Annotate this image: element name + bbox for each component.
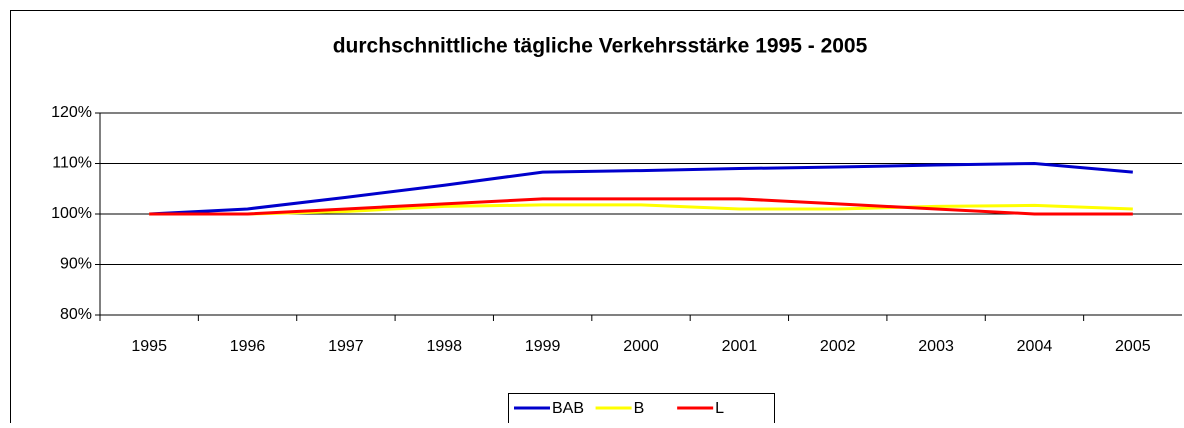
chart-frame (11, 11, 1184, 424)
y-tick-label: 110% (52, 155, 92, 172)
x-tick-label: 2004 (1017, 338, 1053, 355)
x-tick-label: 1995 (131, 338, 167, 355)
y-tick-label: 100% (51, 205, 92, 222)
x-tick-label: 2002 (820, 338, 856, 355)
x-tick-label: 1996 (230, 338, 266, 355)
y-tick-label: 80% (60, 306, 92, 323)
legend-label: BAB (552, 400, 584, 417)
legend-label: L (715, 400, 724, 417)
x-tick-label: 1998 (426, 338, 462, 355)
x-tick-label: 2000 (623, 338, 659, 355)
y-tick-label: 90% (60, 256, 92, 273)
x-tick-label: 2003 (918, 338, 954, 355)
x-tick-label: 2001 (722, 338, 758, 355)
legend-label: B (634, 400, 645, 417)
x-tick-label: 2005 (1115, 338, 1151, 355)
y-tick-label: 120% (51, 104, 92, 121)
chart-title: durchschnittliche tägliche Verkehrsstärk… (333, 35, 868, 58)
x-tick-label: 1999 (525, 338, 561, 355)
x-tick-label: 1997 (328, 338, 364, 355)
